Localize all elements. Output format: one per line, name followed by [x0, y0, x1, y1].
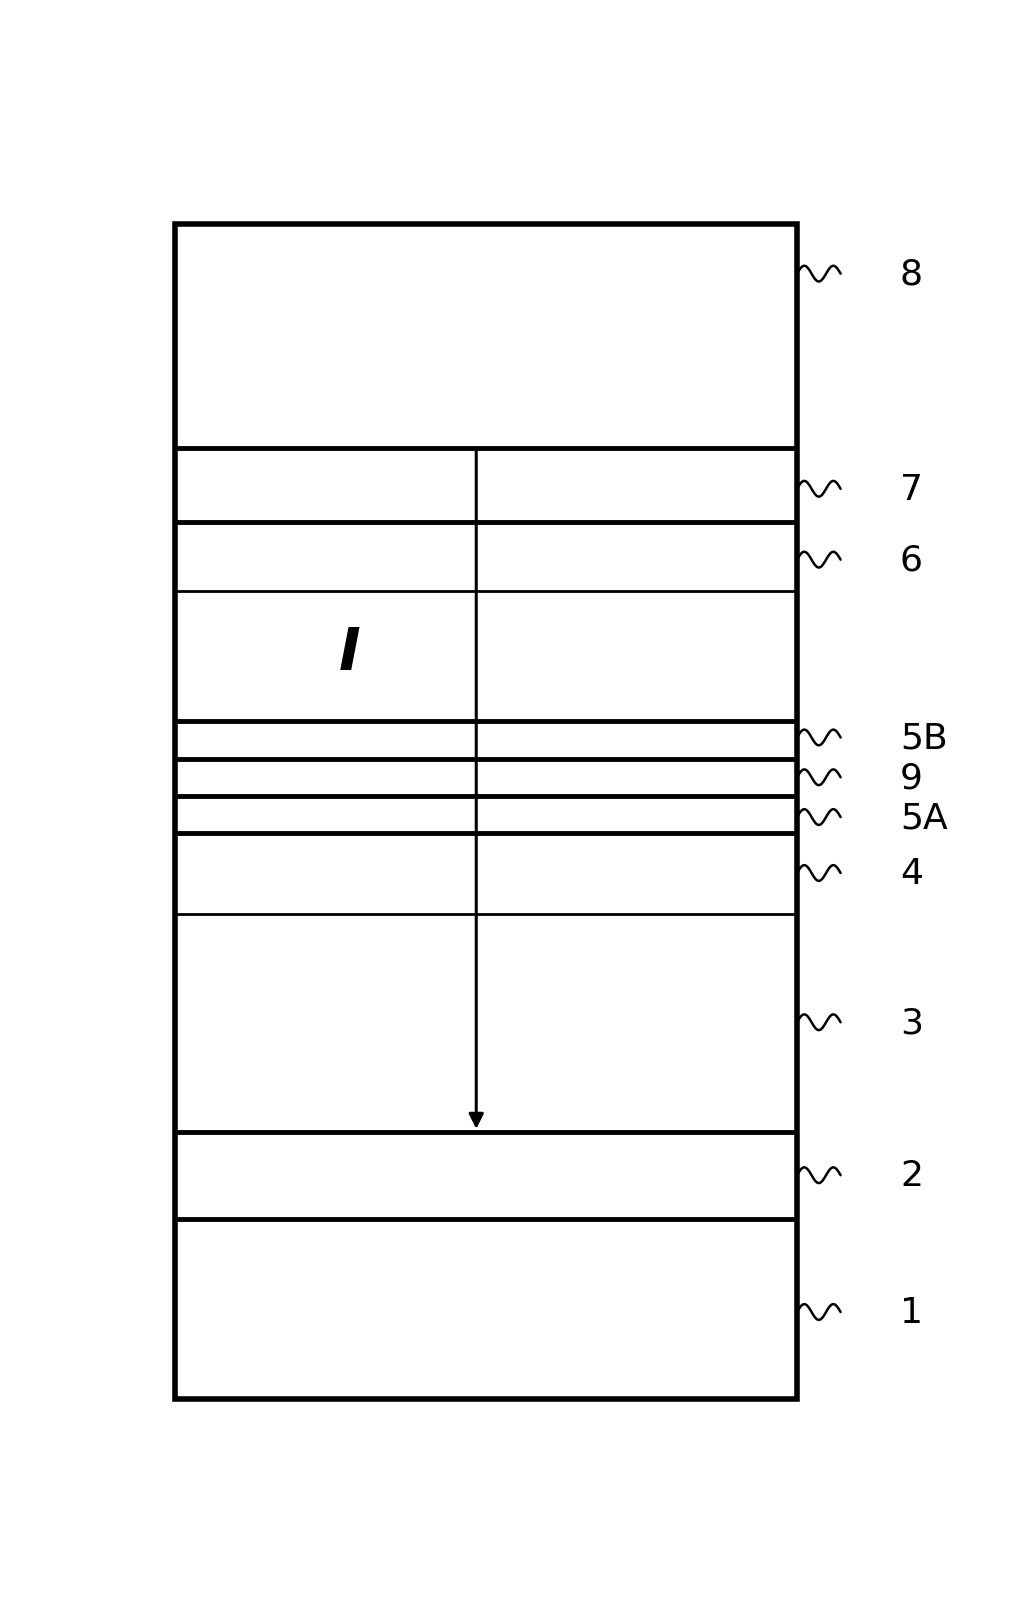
Text: I: I [338, 625, 361, 683]
Text: 4: 4 [900, 857, 923, 891]
Text: 2: 2 [900, 1159, 923, 1193]
Bar [176, 224, 797, 1399]
Text: 3: 3 [900, 1006, 923, 1039]
Text: 1: 1 [900, 1294, 923, 1330]
Text: 7: 7 [900, 473, 923, 507]
Text: 5A: 5A [900, 801, 947, 834]
Text: 8: 8 [900, 258, 923, 292]
Text: 6: 6 [900, 544, 923, 578]
Text: 5B: 5B [900, 721, 947, 755]
Text: 9: 9 [900, 760, 923, 794]
